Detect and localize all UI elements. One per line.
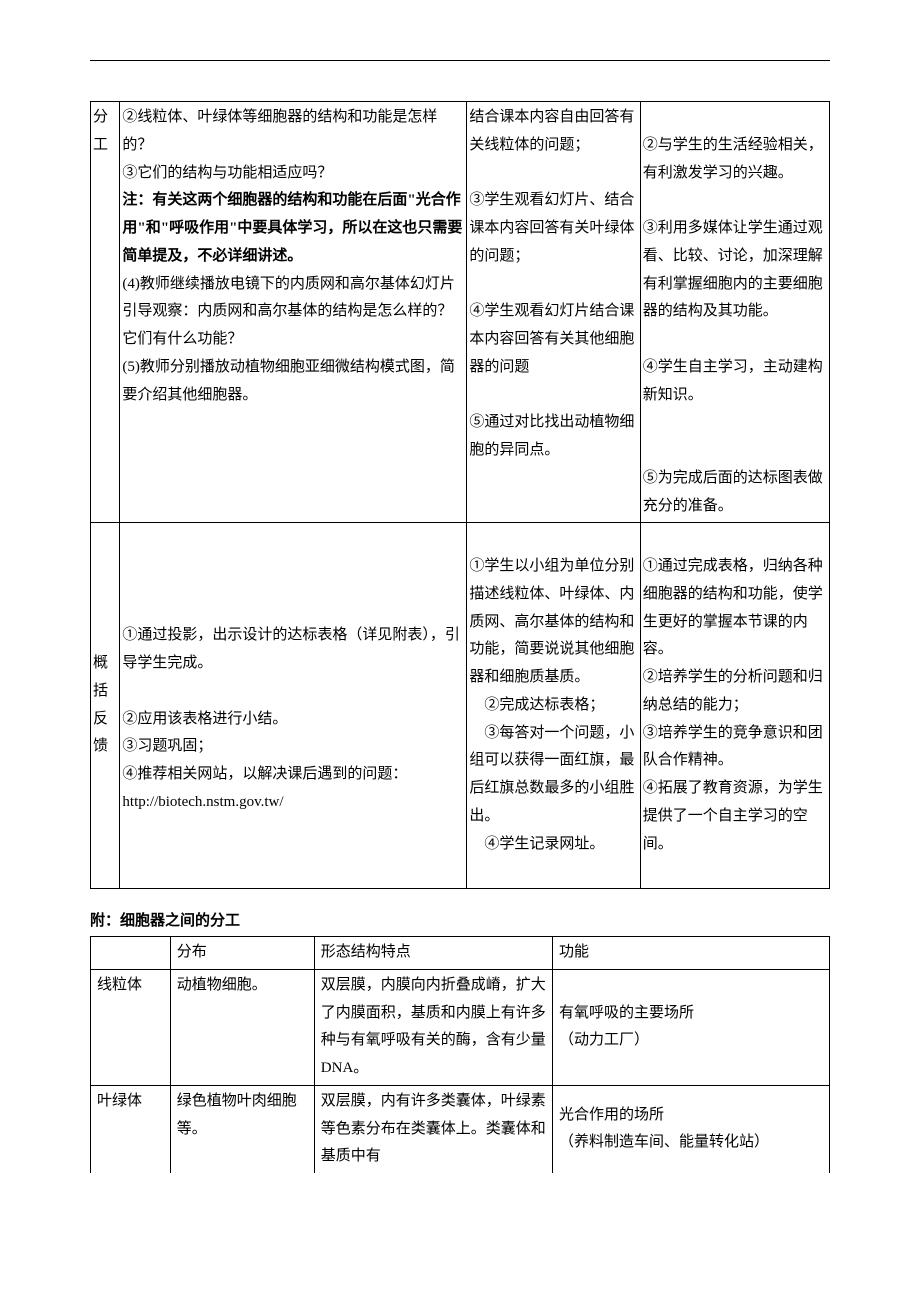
appendix-row: 叶绿体绿色植物叶肉细胞等。双层膜，内有许多类囊体，叶绿素等色素分布在类囊体上。类…: [91, 1085, 830, 1173]
appendix-header-cell: 分布: [170, 937, 314, 970]
main-row: 分工②线粒体、叶绿体等细胞器的结构和功能是怎样的？③它们的结构与功能相适应吗？注…: [91, 102, 830, 523]
organelle-name: 叶绿体: [91, 1085, 171, 1173]
appendix-header-row: 分布形态结构特点功能: [91, 937, 830, 970]
design-intent: ①通过完成表格，归纳各种细胞器的结构和功能，使学生更好的掌握本节课的内容。②培养…: [640, 523, 829, 889]
teacher-activity: ①通过投影，出示设计的达标表格（详见附表），引导学生完成。 ②应用该表格进行小结…: [120, 523, 467, 889]
appendix-header-cell: 形态结构特点: [314, 937, 552, 970]
teacher-activity: ②线粒体、叶绿体等细胞器的结构和功能是怎样的？③它们的结构与功能相适应吗？注：有…: [120, 102, 467, 523]
main-row: 概括反馈 ①通过投影，出示设计的达标表格（详见附表），引导学生完成。 ②应用该表…: [91, 523, 830, 889]
design-intent: ②与学生的生活经验相关，有利激发学习的兴趣。 ③利用多媒体让学生通过观看、比较、…: [640, 102, 829, 523]
appendix-heading: 附：细胞器之间的分工: [90, 909, 830, 930]
organelle-name: 线粒体: [91, 969, 171, 1085]
organelle-function: 有氧呼吸的主要场所（动力工厂）: [553, 969, 830, 1085]
organelle-distribution: 动植物细胞。: [170, 969, 314, 1085]
main-teaching-table: 分工②线粒体、叶绿体等细胞器的结构和功能是怎样的？③它们的结构与功能相适应吗？注…: [90, 101, 830, 889]
row-label: 分工: [91, 102, 120, 523]
appendix-header-cell: [91, 937, 171, 970]
organelle-function: 光合作用的场所（养料制造车间、能量转化站）: [553, 1085, 830, 1173]
student-activity: ①学生以小组为单位分别描述线粒体、叶绿体、内质网、高尔基体的结构和功能，简要说说…: [467, 523, 640, 889]
organelle-structure: 双层膜，内膜向内折叠成嵴，扩大了内膜面积，基质和内膜上有许多种与有氧呼吸有关的酶…: [314, 969, 552, 1085]
organelle-structure: 双层膜，内有许多类囊体，叶绿素等色素分布在类囊体上。类囊体和基质中有: [314, 1085, 552, 1173]
appendix-row: 线粒体动植物细胞。双层膜，内膜向内折叠成嵴，扩大了内膜面积，基质和内膜上有许多种…: [91, 969, 830, 1085]
page-top-rule: [90, 60, 830, 61]
organelle-distribution: 绿色植物叶肉细胞等。: [170, 1085, 314, 1173]
appendix-header-cell: 功能: [553, 937, 830, 970]
appendix-table: 分布形态结构特点功能线粒体动植物细胞。双层膜，内膜向内折叠成嵴，扩大了内膜面积，…: [90, 936, 830, 1173]
row-label: 概括反馈: [91, 523, 120, 889]
student-activity: 结合课本内容自由回答有关线粒体的问题； ③学生观看幻灯片、结合课本内容回答有关叶…: [467, 102, 640, 523]
